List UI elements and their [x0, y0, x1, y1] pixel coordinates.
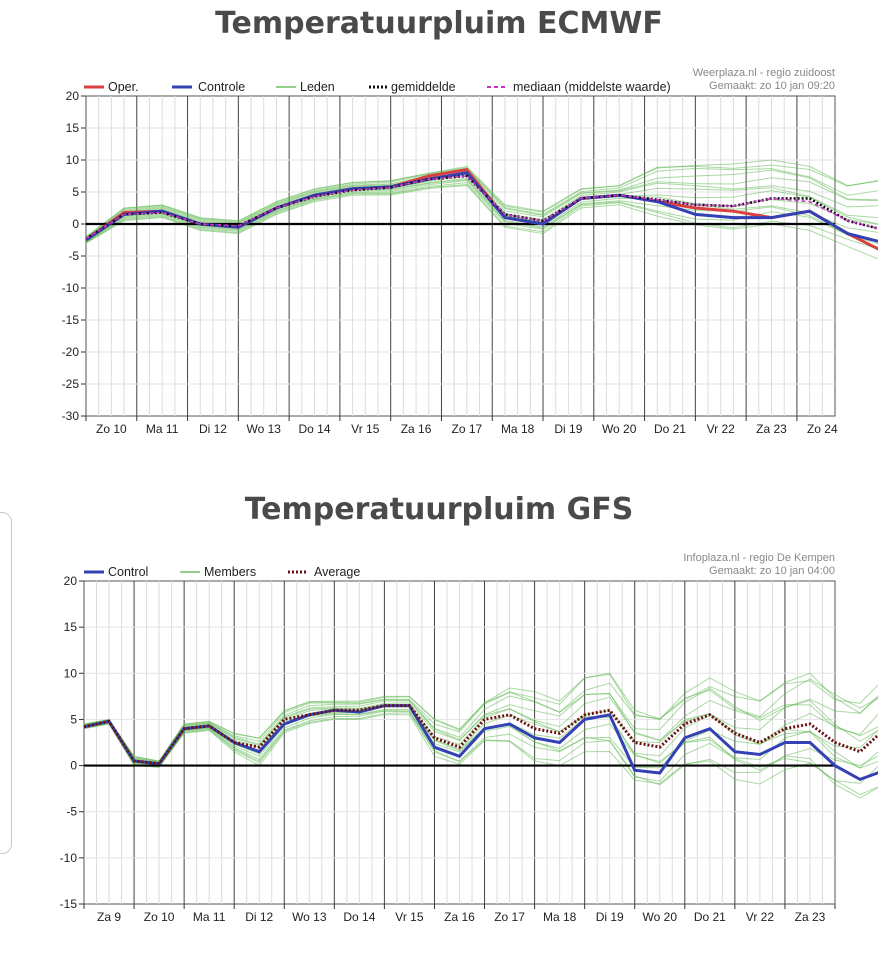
- x-day-label: Vr 22: [707, 422, 736, 436]
- y-tick-label: -10: [60, 851, 78, 865]
- x-day-label: Zo 17: [452, 422, 483, 436]
- chart-title-ecmwf: Temperatuurpluim ECMWF: [215, 6, 663, 41]
- series-average: [83, 704, 878, 766]
- made-label: Gemaakt: zo 10 jan 04:00: [709, 565, 835, 577]
- member-line: [85, 169, 878, 239]
- member-line: [85, 171, 878, 240]
- x-day-label: Ma 18: [501, 422, 535, 436]
- y-tick-label: 15: [64, 620, 78, 634]
- member-line: [83, 672, 878, 762]
- x-day-label: Zo 24: [807, 422, 838, 436]
- x-day-label: Za 16: [444, 910, 475, 924]
- x-day-label: Do 14: [298, 422, 330, 436]
- ecmwf-plume-chart: 20 15 10 5 0 -5 -10 -15 -20 -25 -30 Zo 10 Ma 11 Di 12…: [62, 67, 878, 436]
- member-line: [83, 704, 878, 765]
- y-tick-label: 10: [64, 666, 78, 680]
- x-day-label: Vr 22: [746, 910, 775, 924]
- x-day-label: Di 12: [199, 422, 227, 436]
- member-line: [83, 696, 878, 764]
- x-day-label: Ma 18: [543, 910, 577, 924]
- source-label: Infoplaza.nl - regio De Kempen: [683, 552, 835, 564]
- y-tick-label: -20: [62, 345, 80, 359]
- x-day-label: Vr 15: [395, 910, 424, 924]
- x-day-label: Do 21: [654, 422, 686, 436]
- x-day-label: Vr 15: [351, 422, 380, 436]
- y-tick-label: 10: [66, 153, 80, 167]
- x-day-label: Ma 11: [146, 422, 179, 436]
- member-line: [85, 184, 878, 260]
- source-label: Weerplaza.nl - regio zuidoost: [693, 67, 835, 79]
- x-day-label: Za 23: [795, 910, 826, 924]
- legend-label: Oper.: [108, 80, 139, 94]
- y-tick-label: 0: [72, 217, 79, 231]
- chart-title-gfs: Temperatuurpluim GFS: [244, 492, 634, 527]
- member-line: [85, 182, 878, 248]
- member-line: [85, 164, 878, 238]
- x-day-label: Za 16: [401, 422, 432, 436]
- made-label: Gemaakt: zo 10 jan 09:20: [709, 80, 835, 92]
- legend-label: Members: [204, 565, 256, 579]
- x-day-label: Di 19: [596, 910, 624, 924]
- member-line: [83, 710, 878, 784]
- gfs-plume-chart: 20 15 10 5 0 -5 -10 -15 Za 9 Zo 10 Ma 11 Di 12 Wo 13…: [60, 552, 878, 924]
- y-tick-label: 15: [66, 121, 80, 135]
- x-day-label: Za 23: [756, 422, 787, 436]
- y-tick-label: 5: [70, 712, 77, 726]
- x-day-label: Zo 10: [96, 422, 127, 436]
- x-day-label: Wo 20: [643, 910, 678, 924]
- x-day-label: Zo 10: [144, 910, 175, 924]
- legend-label: Control: [108, 565, 148, 579]
- y-tick-label: 5: [72, 185, 79, 199]
- member-line: [85, 159, 878, 238]
- y-tick-label: -10: [62, 281, 80, 295]
- x-day-label: Za 9: [97, 910, 121, 924]
- member-line: [83, 692, 878, 764]
- x-day-label: Di 19: [554, 422, 582, 436]
- member-line: [83, 708, 878, 769]
- y-tick-label: 0: [70, 759, 77, 773]
- y-tick-label: 20: [64, 574, 78, 588]
- y-tick-label: -25: [62, 377, 80, 391]
- y-tick-label: -15: [60, 897, 78, 911]
- series-control: [85, 171, 878, 243]
- legend-label: Leden: [300, 80, 335, 94]
- x-day-label: Wo 20: [602, 422, 637, 436]
- x-day-label: Wo 13: [292, 910, 327, 924]
- member-line: [83, 706, 878, 769]
- x-day-label: Zo 17: [494, 910, 525, 924]
- x-day-label: Do 14: [343, 910, 375, 924]
- member-line: [85, 167, 878, 239]
- x-day-label: Di 12: [245, 910, 273, 924]
- y-tick-label: -5: [66, 805, 77, 819]
- y-tick-label: -15: [62, 313, 80, 327]
- member-line: [83, 687, 878, 763]
- y-tick-label: 20: [66, 89, 80, 103]
- x-day-label: Do 21: [694, 910, 726, 924]
- x-day-label: Wo 13: [246, 422, 281, 436]
- legend-label: Controle: [198, 80, 245, 94]
- legend-label: Average: [314, 565, 360, 579]
- legend-label: mediaan (middelste waarde): [513, 80, 671, 94]
- member-line: [83, 678, 878, 763]
- series-median: [85, 175, 878, 240]
- y-tick-label: -5: [68, 249, 79, 263]
- member-line: [85, 183, 878, 250]
- legend-label: gemiddelde: [391, 80, 456, 94]
- x-day-label: Ma 11: [193, 910, 226, 924]
- member-line: [83, 673, 878, 762]
- y-tick-label: -30: [62, 409, 80, 423]
